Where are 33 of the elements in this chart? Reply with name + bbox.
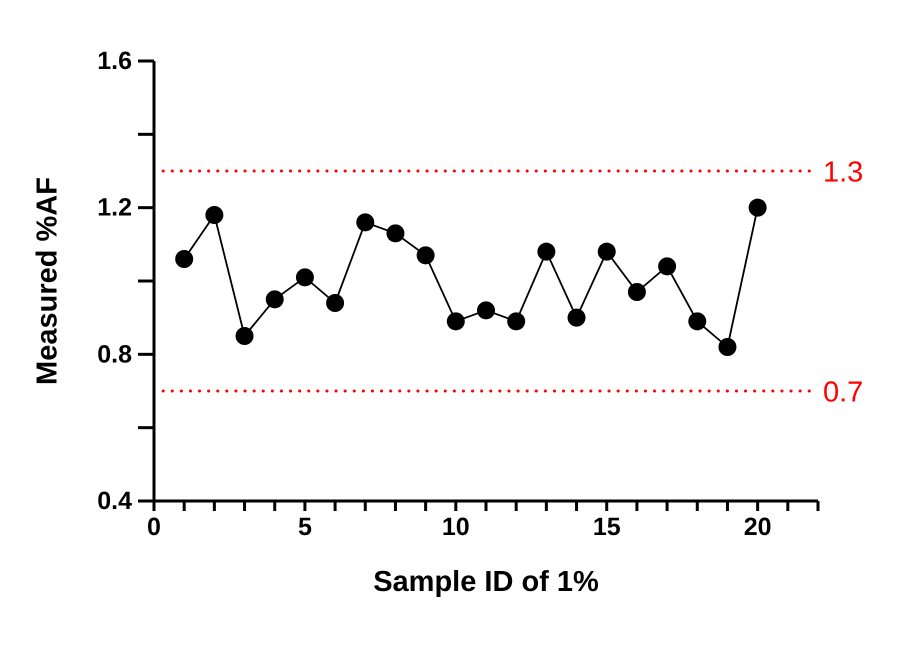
ref-line-label: 0.7 — [823, 376, 864, 408]
point — [568, 308, 586, 327]
point — [537, 242, 556, 261]
x-tick-label: 10 — [442, 513, 470, 541]
y-tick-label: 0.8 — [97, 340, 132, 368]
x-tick-label: 15 — [592, 513, 621, 541]
point — [175, 250, 194, 268]
x-tick-label: 20 — [744, 513, 772, 541]
point — [688, 312, 706, 330]
ref-line-label: 1.3 — [823, 156, 864, 188]
point — [236, 327, 254, 345]
point — [326, 294, 344, 312]
point — [718, 338, 736, 356]
point — [477, 301, 495, 320]
y-tick-label: 1.6 — [97, 47, 132, 75]
point — [356, 213, 374, 232]
point — [296, 268, 314, 286]
point — [507, 312, 526, 330]
point — [628, 283, 646, 301]
point — [748, 198, 767, 217]
point — [205, 206, 224, 224]
x-axis-title: Sample ID of 1% — [373, 566, 600, 598]
x-tick-label: 0 — [147, 513, 161, 541]
point — [658, 257, 676, 276]
point — [416, 246, 435, 264]
y-tick-label: 1.2 — [97, 194, 132, 222]
y-tick-label: 0.4 — [97, 487, 132, 515]
point — [598, 242, 616, 261]
x-tick-label: 5 — [298, 513, 312, 541]
point — [386, 224, 404, 242]
point — [266, 290, 284, 308]
y-axis-title: Measured %AF — [31, 177, 64, 385]
point — [446, 312, 465, 330]
